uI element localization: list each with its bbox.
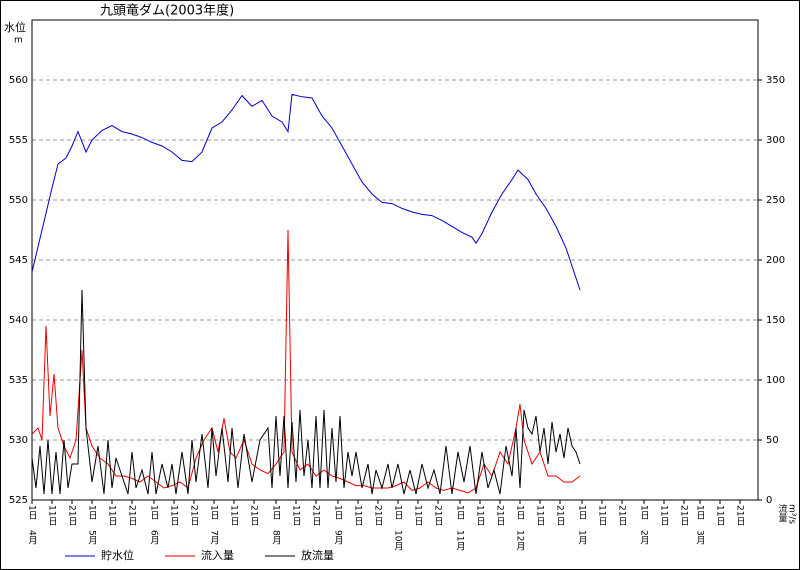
y2-tick-label: 0 — [766, 495, 772, 506]
month-label: 5月 — [87, 530, 98, 546]
x-tick-label: 21日 — [679, 505, 689, 525]
x-tick-label: 11日 — [169, 505, 179, 525]
month-label: 6月 — [149, 530, 160, 546]
x-tick-label: 11日 — [535, 505, 545, 525]
x-tick-label: 21日 — [555, 505, 565, 525]
plot-frame — [31, 19, 759, 501]
month-label: 7月 — [209, 530, 220, 546]
x-tick-label: 11日 — [291, 505, 301, 525]
y2-tick-label: 200 — [766, 255, 785, 266]
month-label: 8月 — [271, 530, 282, 546]
x-tick-label: 1日 — [515, 505, 525, 520]
x-tick-label: 21日 — [67, 505, 77, 525]
x-tick-label: 1日 — [577, 505, 587, 520]
x-tick-label: 21日 — [373, 505, 383, 525]
y-tick-label: 530 — [9, 435, 28, 446]
month-label: 9月 — [333, 530, 344, 546]
y-tick-label: 545 — [9, 255, 28, 266]
y-tick-label: 540 — [9, 315, 28, 326]
x-tick-label: 1日 — [455, 505, 465, 520]
y-tick-label: 525 — [9, 495, 28, 506]
x-tick-label: 11日 — [475, 505, 485, 525]
x-tick-label: 11日 — [413, 505, 423, 525]
x-tick-label: 1日 — [149, 505, 159, 520]
y2-tick-label: 350 — [766, 75, 785, 86]
y-axis-label: 水位 — [4, 20, 26, 34]
month-label: 1月 — [577, 530, 588, 546]
y-axis-unit: m — [14, 36, 23, 46]
series-line — [31, 229, 581, 494]
x-tick-label: 21日 — [617, 505, 627, 525]
x-tick-label: 21日 — [249, 505, 259, 525]
x-tick-label: 21日 — [127, 505, 137, 525]
y-tick-label: 550 — [9, 195, 28, 206]
chart-title: 九頭竜ダム(2003年度) — [100, 3, 234, 19]
x-tick-label: 11日 — [353, 505, 363, 525]
x-tick-label: 11日 — [597, 505, 607, 525]
month-label: 3月 — [695, 530, 706, 546]
y2-axis-unit: m³/s — [787, 504, 797, 524]
x-tick-label: 21日 — [189, 505, 199, 525]
x-tick-label: 11日 — [107, 505, 117, 525]
x-tick-label: 1日 — [209, 505, 219, 520]
x-tick-label: 11日 — [229, 505, 239, 525]
series-line — [31, 93, 581, 291]
x-tick-label: 1日 — [271, 505, 281, 520]
x-tick-label: 11日 — [47, 505, 57, 525]
legend-label: 貯水位 — [101, 548, 134, 562]
x-tick-label: 11日 — [659, 505, 669, 525]
y2-tick-label: 150 — [766, 315, 785, 326]
y2-tick-label: 250 — [766, 195, 785, 206]
y-tick-label: 535 — [9, 375, 28, 386]
y2-tick-label: 100 — [766, 375, 785, 386]
y-tick-label: 560 — [9, 75, 28, 86]
x-tick-label: 1日 — [87, 505, 97, 520]
month-label: 4月 — [27, 530, 38, 546]
x-tick-label: 1日 — [333, 505, 343, 520]
x-tick-label: 21日 — [495, 505, 505, 525]
x-tick-label: 21日 — [735, 505, 745, 525]
x-tick-label: 1日 — [393, 505, 403, 520]
month-label: 10月 — [393, 530, 404, 551]
month-label: 2月 — [639, 530, 650, 546]
y-tick-label: 555 — [9, 135, 28, 146]
x-tick-label: 1日 — [695, 505, 705, 520]
series-line — [31, 289, 581, 495]
y2-tick-label: 50 — [766, 435, 779, 446]
month-label: 11月 — [455, 530, 466, 551]
y2-tick-label: 300 — [766, 135, 785, 146]
month-label: 12月 — [515, 530, 526, 551]
legend-label: 放流量 — [301, 548, 334, 562]
legend-label: 流入量 — [201, 548, 234, 562]
x-tick-label: 1日 — [639, 505, 649, 520]
y2-axis-label: 流量 — [777, 503, 788, 522]
x-tick-label: 1日 — [27, 505, 37, 520]
x-tick-label: 21日 — [311, 505, 321, 525]
x-tick-label: 21日 — [433, 505, 443, 525]
x-tick-label: 11日 — [715, 505, 725, 525]
